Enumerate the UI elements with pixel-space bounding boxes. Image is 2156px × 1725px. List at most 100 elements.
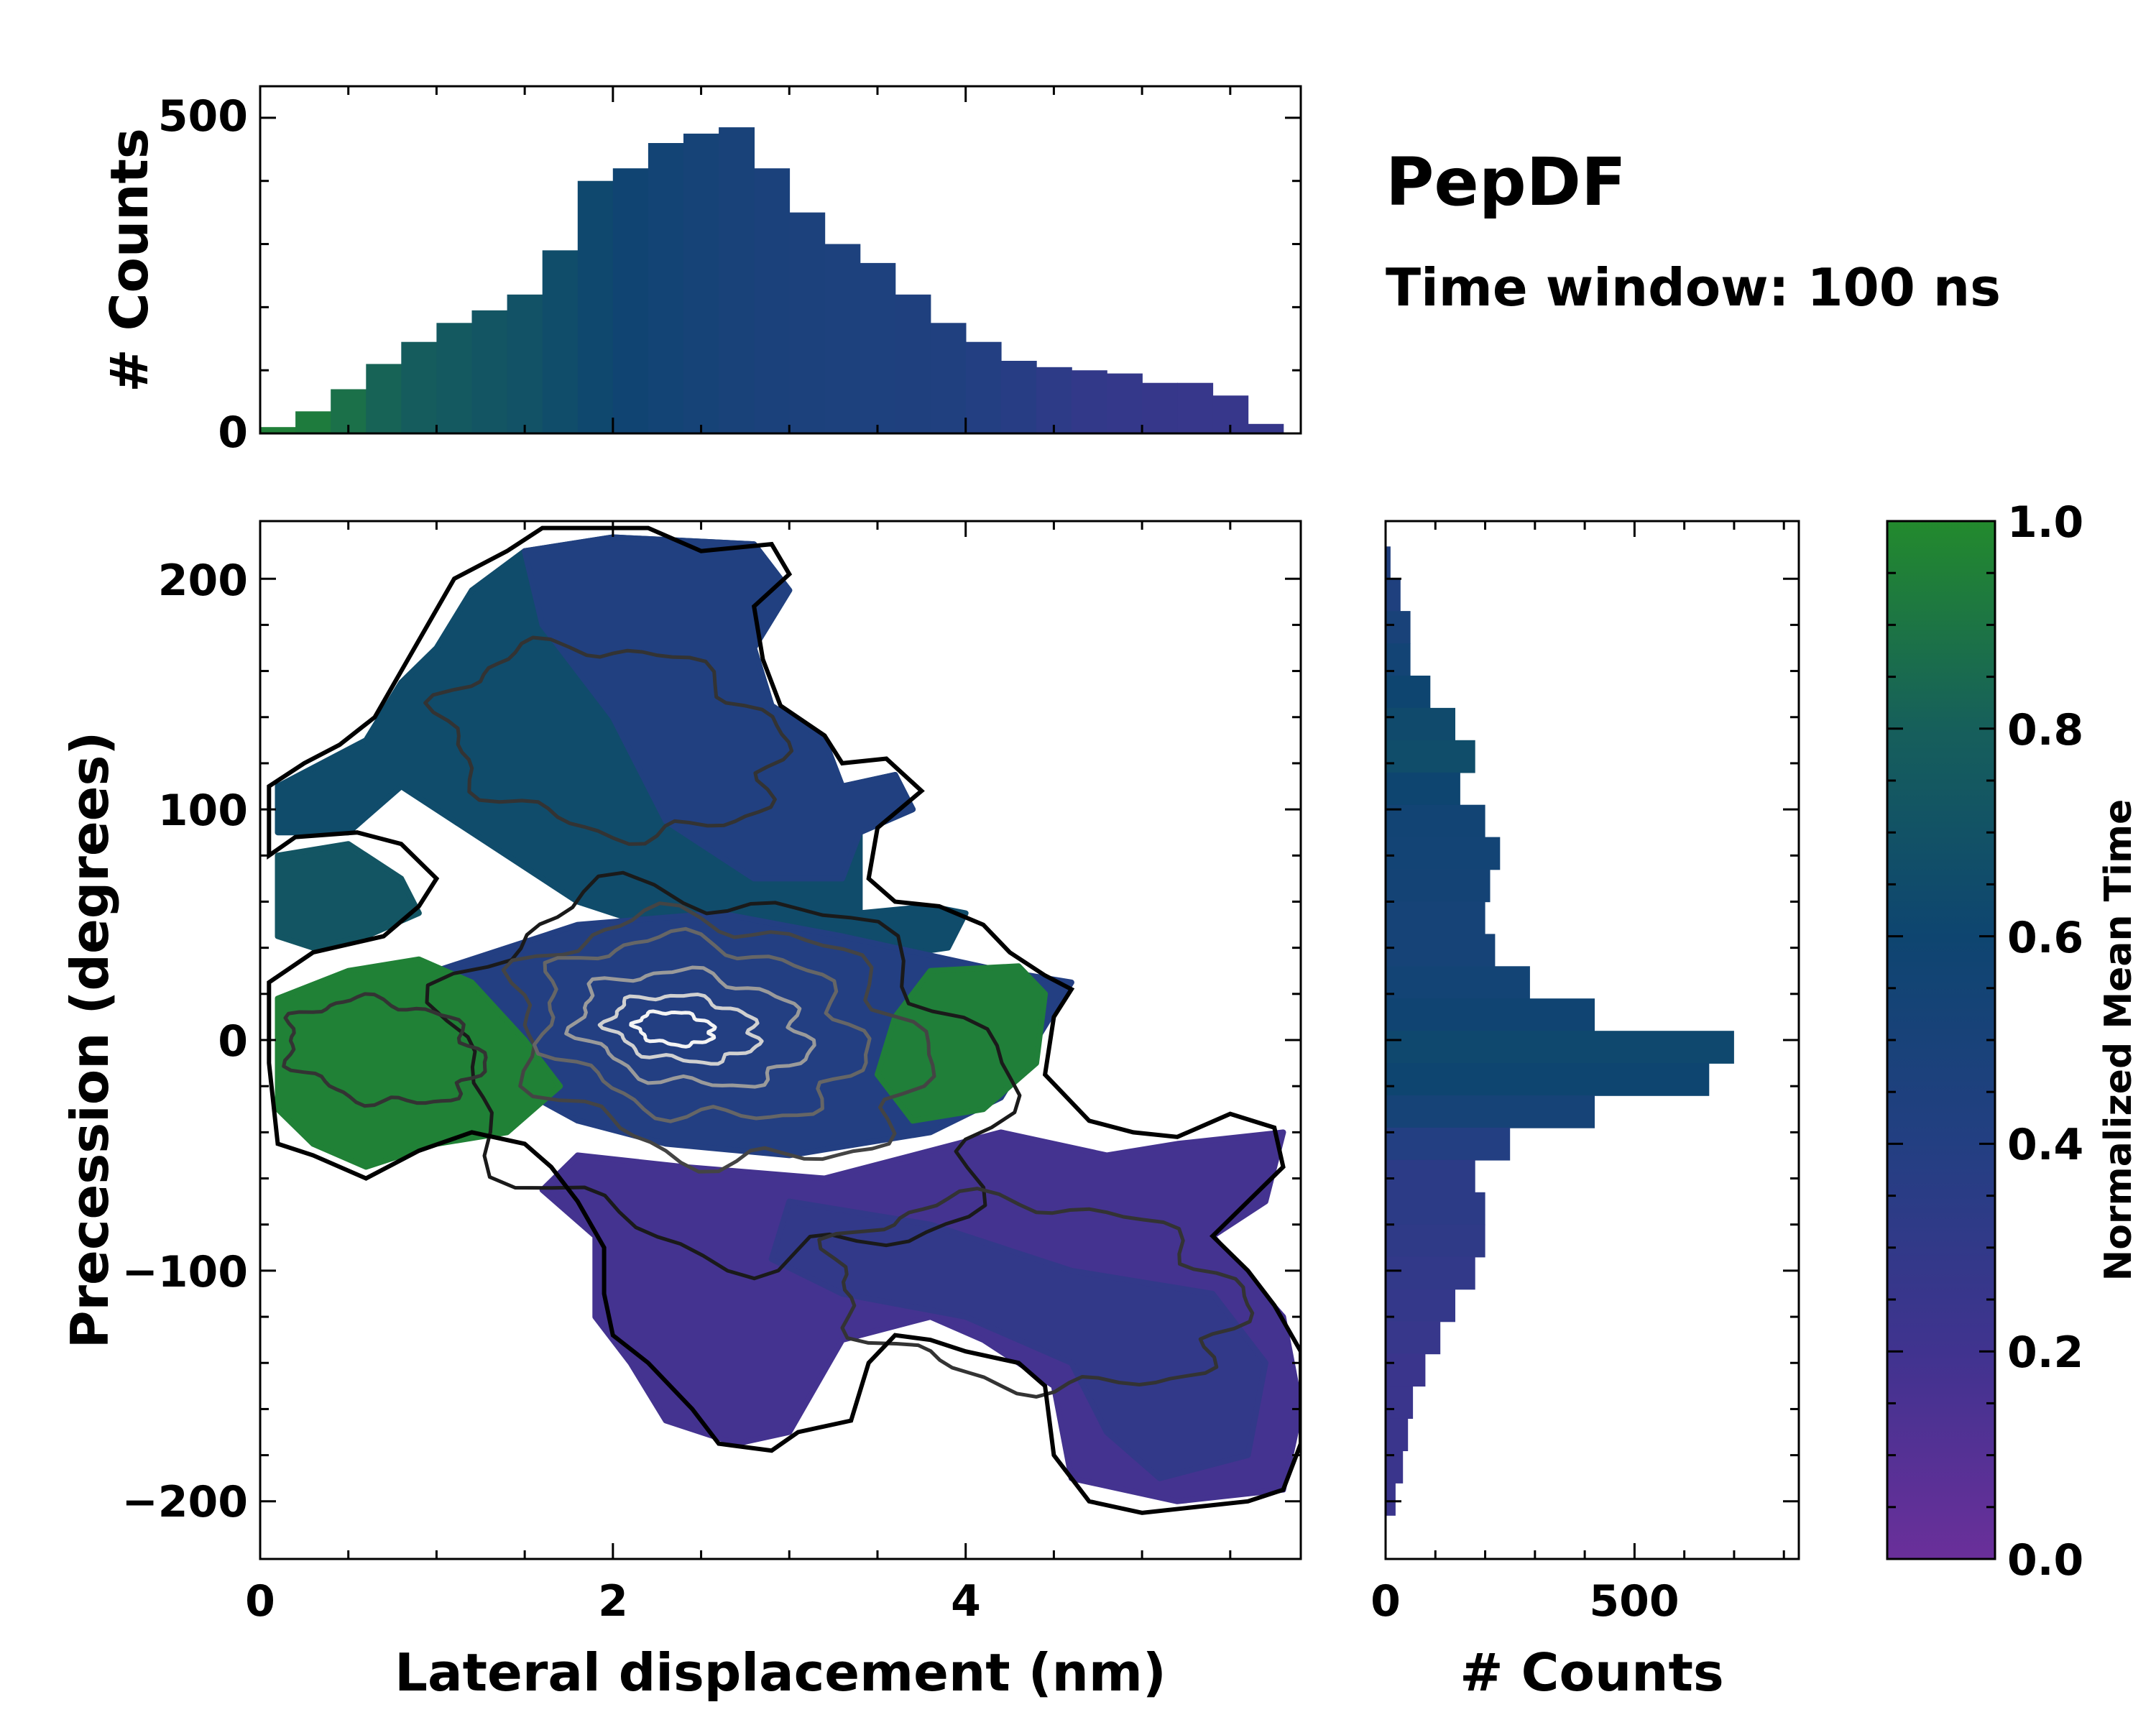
contour-left-lobe <box>282 992 488 1108</box>
main-ticks <box>259 521 1301 1559</box>
main-xlabel: Lateral displacement (nm) <box>395 1642 1166 1703</box>
right-hist-bar <box>1386 1289 1455 1322</box>
region-left-green-lobe <box>275 956 563 1170</box>
main-tick-x-2: 2 <box>598 1576 628 1627</box>
right-hist-bar <box>1386 579 1401 612</box>
top-hist-bar <box>754 168 791 433</box>
contour-lines <box>282 635 1255 1399</box>
top-tick-y-0: 0 <box>218 408 248 458</box>
right-hist-bar <box>1386 1095 1595 1128</box>
main-tick-y-200: 200 <box>158 556 248 606</box>
right-histogram: 0 500 # Counts <box>1370 520 1800 1703</box>
colorbar-tick-1: 0.2 <box>2007 1328 2083 1378</box>
top-hist-bar <box>895 294 931 433</box>
right-hist-bar <box>1386 869 1491 903</box>
top-hist-bar <box>1071 370 1107 433</box>
contour-inner-1 <box>564 965 816 1089</box>
top-hist-bar <box>1177 382 1214 433</box>
right-hist-bar <box>1386 1483 1396 1516</box>
colorbar-tick-2: 0.4 <box>2007 1120 2083 1170</box>
colorbar-tick-0: 0.0 <box>2007 1535 2083 1586</box>
right-hist-bar <box>1386 1159 1475 1193</box>
top-hist-bar <box>507 294 543 433</box>
main-tick-x-4: 4 <box>951 1576 981 1627</box>
colorbar-label: Normalized Mean Time <box>2097 799 2140 1282</box>
right-hist-bar <box>1386 1192 1485 1225</box>
top-hist-bar <box>1248 423 1284 433</box>
right-hist-bar <box>1386 1386 1414 1419</box>
top-hist-bar <box>612 168 649 433</box>
right-hist-bar <box>1386 546 1391 579</box>
top-hist-bar <box>1107 373 1143 433</box>
top-hist-bar <box>436 323 473 433</box>
contour-core <box>629 1009 717 1049</box>
main-tick-y-0: 0 <box>218 1016 248 1067</box>
top-hist-bars <box>260 127 1284 433</box>
top-hist-bar <box>648 143 684 433</box>
right-hist-bar <box>1386 1418 1409 1451</box>
top-hist-bar <box>824 244 861 433</box>
contour-outer <box>425 870 1022 1281</box>
top-hist-bar <box>789 212 826 433</box>
contour-upper-lobe <box>423 635 794 846</box>
colorbar: 0.0 0.2 0.4 0.6 0.8 1.0 Normalized Mean … <box>1886 497 2140 1586</box>
top-hist-bar <box>683 133 719 433</box>
top-hist-bar <box>577 180 614 433</box>
right-tick-x-0: 0 <box>1370 1576 1401 1627</box>
colorbar-tick-3: 0.6 <box>2007 913 2083 963</box>
top-hist-bar <box>1000 361 1037 433</box>
main-tick-y-minus100: −100 <box>121 1247 248 1297</box>
right-hist-bar <box>1386 772 1460 806</box>
right-hist-bar <box>1386 1353 1426 1387</box>
main-tick-y-minus200: −200 <box>121 1477 248 1527</box>
region-lower-dark-core <box>768 1198 1268 1481</box>
right-hist-bar <box>1386 804 1485 838</box>
right-hist-bar <box>1386 1321 1441 1355</box>
contour-mid-1 <box>501 901 936 1174</box>
right-tick-x-500: 500 <box>1589 1576 1679 1627</box>
top-hist-bar <box>1036 367 1072 433</box>
right-hist-bar <box>1386 1224 1485 1258</box>
right-hist-bar <box>1386 1127 1511 1161</box>
right-hist-bar <box>1386 1256 1475 1290</box>
top-hist-bar <box>965 341 1002 433</box>
main-tick-x-0: 0 <box>245 1576 275 1627</box>
top-hist-bar <box>366 364 402 433</box>
region-upper-center-blue <box>522 534 916 882</box>
right-hist-bar <box>1386 707 1455 741</box>
right-hist-bar <box>1386 611 1411 644</box>
top-hist-bar <box>260 427 296 433</box>
right-hist-bar <box>1386 837 1501 870</box>
contour-lower-lobe <box>817 1187 1255 1399</box>
top-hist-bar <box>401 341 438 433</box>
top-hist-bar <box>860 262 896 433</box>
right-hist-bars <box>1386 546 1734 1516</box>
top-hist-bar <box>295 411 331 433</box>
main-plot: 0 2 4 −200 −100 0 100 200 Lateral displa… <box>60 520 1302 1703</box>
right-hist-bar <box>1386 676 1431 709</box>
right-xlabel: # Counts <box>1460 1642 1724 1703</box>
top-histogram: 0 500 # Counts <box>99 85 1302 458</box>
region-right-green-patch <box>875 963 1049 1124</box>
contour-inner-2 <box>597 993 764 1066</box>
right-hist-bar <box>1386 966 1530 999</box>
right-hist-bar <box>1386 1063 1710 1096</box>
right-hist-bar <box>1386 740 1475 773</box>
colorbar-ticks <box>1887 520 1995 1560</box>
top-hist-bar <box>542 250 579 433</box>
top-hist-ticks <box>259 86 1301 435</box>
main-tick-y-100: 100 <box>158 786 248 836</box>
right-hist-bar <box>1386 901 1485 935</box>
top-hist-bar <box>930 323 967 433</box>
top-hist-frame <box>259 85 1302 435</box>
colorbar-gradient <box>1886 520 1996 1560</box>
figure-title: PepDF <box>1386 144 1626 221</box>
density-boundary <box>267 525 1301 1515</box>
top-hist-bar <box>471 310 508 433</box>
contour-mid-2 <box>532 926 872 1123</box>
right-hist-bar <box>1386 1031 1734 1064</box>
colorbar-tick-4: 0.8 <box>2007 705 2083 755</box>
right-hist-ticks <box>1384 521 1799 1559</box>
main-ylabel: Precession (degrees) <box>60 732 120 1349</box>
